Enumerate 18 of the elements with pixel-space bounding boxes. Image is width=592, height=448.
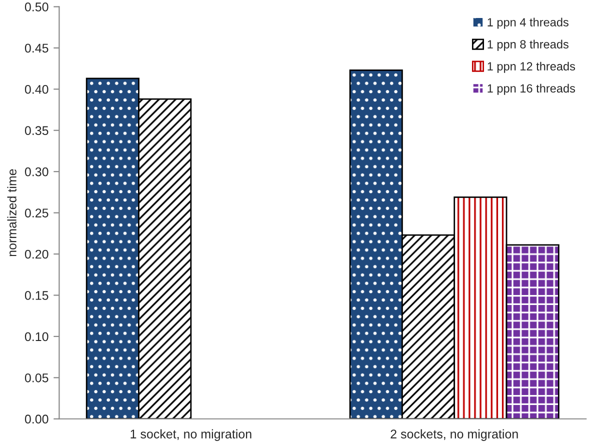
legend-label: 1 ppn 8 threads [488,40,568,51]
x-tick-label: 1 socket, no migration [130,429,252,441]
x-tick-label: 2 sockets, no migration [390,429,518,441]
legend-label: 1 ppn 4 threads [488,18,568,29]
y-tick-label: 0.25 [24,208,48,218]
y-tick-label: 0.10 [24,332,48,342]
legend-label: 1 ppn 16 threads [488,84,576,95]
y-tick-label: 0.20 [24,250,48,259]
y-axis-title: normalized time [7,169,16,256]
y-tick-label: 0.30 [24,167,48,176]
y-tick-label: 0.45 [24,44,48,53]
y-tick-label: 0.35 [24,126,48,136]
y-tick-label: 0.15 [24,291,48,300]
legend-label: 1 ppn 12 threads [488,62,576,73]
y-tick-label: 0.50 [24,2,48,12]
y-tick-label: 0.40 [24,84,48,94]
y-tick-label: 0.05 [24,373,48,382]
y-tick-label: 0.00 [24,414,48,424]
